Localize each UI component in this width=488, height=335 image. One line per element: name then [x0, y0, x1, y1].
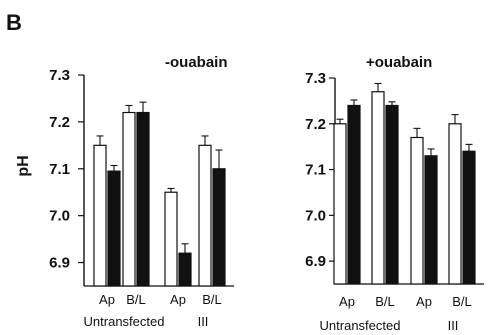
- left-chart-title: -ouabain: [165, 54, 228, 71]
- left-y-tick-label: 7.3: [49, 67, 70, 84]
- left-y-tick-label: 7.2: [49, 114, 70, 131]
- right-category-label: Ap: [416, 294, 432, 309]
- left-category-label: B/L: [202, 292, 222, 307]
- right-bar-filled: [462, 150, 476, 285]
- left-bar-open: [122, 111, 136, 287]
- right-bar-filled: [424, 155, 438, 285]
- right-bar-open: [333, 123, 347, 285]
- left-y-tick-label: 7.1: [49, 161, 70, 178]
- left-bar-open: [198, 144, 212, 287]
- right-category-label: B/L: [375, 294, 395, 309]
- left-bar-filled: [212, 168, 226, 287]
- left-category-label: Ap: [170, 292, 186, 307]
- left-group-label: Untransfected: [84, 314, 165, 329]
- left-category-label: Ap: [99, 292, 115, 307]
- right-y-tick-label: 7.2: [305, 116, 326, 133]
- right-bar-open: [410, 136, 424, 285]
- right-category-label: B/L: [452, 294, 472, 309]
- right-group-label: Untransfected: [320, 318, 401, 333]
- left-bar-open: [164, 191, 178, 287]
- y-axis-label: pH: [15, 155, 32, 176]
- left-bar-filled: [107, 170, 121, 287]
- left-group-label: III: [198, 314, 209, 329]
- right-chart-title: +ouabain: [366, 54, 432, 71]
- panel-label: B: [6, 10, 22, 35]
- right-bar-open: [371, 91, 385, 285]
- right-bar-filled: [347, 104, 361, 285]
- left-bar-open: [93, 144, 107, 287]
- left-bar-filled: [136, 111, 150, 287]
- left-y-tick-label: 6.9: [49, 255, 70, 272]
- right-group-label: III: [448, 318, 459, 333]
- left-category-label: B/L: [126, 292, 146, 307]
- left-bar-filled: [178, 252, 192, 287]
- right-y-tick-label: 6.9: [305, 253, 326, 270]
- left-chart: -ouabain 7.3 7.2 7.1 7.0 6.9 Ap B/L Ap B/L Untran…: [49, 54, 234, 329]
- right-bar-filled: [385, 104, 399, 285]
- right-category-label: Ap: [339, 294, 355, 309]
- right-y-tick-label: 7.3: [305, 70, 326, 87]
- right-bar-open: [448, 123, 462, 285]
- right-y-tick-label: 7.1: [305, 162, 326, 179]
- right-y-tick-label: 7.0: [305, 207, 326, 224]
- right-chart: +ouabain 7.3 7.2 7.1 7.0 6.9 Ap B/L Ap B/L Untran…: [305, 54, 484, 333]
- left-y-tick-label: 7.0: [49, 208, 70, 225]
